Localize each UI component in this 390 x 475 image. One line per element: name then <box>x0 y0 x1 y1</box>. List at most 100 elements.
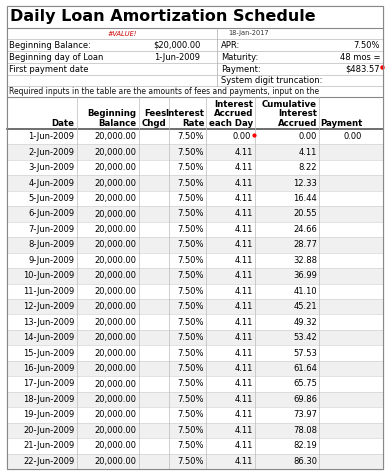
Text: 7.50%: 7.50% <box>178 349 204 358</box>
Text: 4.11: 4.11 <box>235 209 253 218</box>
Text: 21-Jun-2009: 21-Jun-2009 <box>23 441 74 450</box>
Bar <box>7 268 383 284</box>
Text: 7.50%: 7.50% <box>178 148 204 157</box>
Text: 57.53: 57.53 <box>293 349 317 358</box>
Text: 4-Jun-2009: 4-Jun-2009 <box>28 179 74 188</box>
Bar <box>7 253 383 268</box>
Text: 20,000.00: 20,000.00 <box>95 179 136 188</box>
Text: 0.00: 0.00 <box>233 132 251 141</box>
Bar <box>7 75 383 86</box>
Bar <box>7 129 383 144</box>
Text: 4.11: 4.11 <box>235 318 253 327</box>
Text: each Day: each Day <box>209 119 253 128</box>
Bar <box>7 438 383 454</box>
Text: Required inputs in the table are the amounts of fees and payments, input on the: Required inputs in the table are the amo… <box>9 87 319 96</box>
Text: 7-Jun-2009: 7-Jun-2009 <box>28 225 74 234</box>
Text: 4.11: 4.11 <box>235 194 253 203</box>
Bar <box>7 361 383 376</box>
Text: 8.22: 8.22 <box>299 163 317 172</box>
Text: 20,000.00: 20,000.00 <box>95 426 136 435</box>
Text: 4.11: 4.11 <box>235 148 253 157</box>
Text: Payment:: Payment: <box>221 65 261 74</box>
Text: 1-Jun-2009: 1-Jun-2009 <box>28 132 74 141</box>
Text: 4.11: 4.11 <box>235 349 253 358</box>
Text: 4.11: 4.11 <box>235 163 253 172</box>
Text: 4.11: 4.11 <box>235 179 253 188</box>
Text: 20,000.00: 20,000.00 <box>95 271 136 280</box>
Text: 7.50%: 7.50% <box>178 333 204 342</box>
Text: Chgd: Chgd <box>142 119 167 128</box>
Text: 17-Jun-2009: 17-Jun-2009 <box>23 380 74 389</box>
Text: 4.11: 4.11 <box>235 240 253 249</box>
Text: Fees: Fees <box>144 108 167 117</box>
Text: 12.33: 12.33 <box>293 179 317 188</box>
Text: 7.50%: 7.50% <box>178 441 204 450</box>
Bar <box>7 175 383 191</box>
Text: 20,000.00: 20,000.00 <box>95 163 136 172</box>
Text: 7.50%: 7.50% <box>178 364 204 373</box>
Bar <box>7 222 383 237</box>
Text: Cumulative: Cumulative <box>262 100 317 109</box>
Text: 14-Jun-2009: 14-Jun-2009 <box>23 333 74 342</box>
Text: 4.11: 4.11 <box>235 457 253 466</box>
Text: 0.00: 0.00 <box>344 132 362 141</box>
Text: 4.11: 4.11 <box>235 380 253 389</box>
Text: 20,000.00: 20,000.00 <box>95 441 136 450</box>
Text: 4.11: 4.11 <box>235 364 253 373</box>
Text: 20,000.00: 20,000.00 <box>95 302 136 311</box>
Text: 4.11: 4.11 <box>235 225 253 234</box>
Text: Interest: Interest <box>278 108 317 117</box>
Text: 20,000.00: 20,000.00 <box>95 287 136 296</box>
Text: 13-Jun-2009: 13-Jun-2009 <box>23 318 74 327</box>
Text: 20,000.00: 20,000.00 <box>95 380 136 389</box>
Text: 86.30: 86.30 <box>293 457 317 466</box>
Text: Balance: Balance <box>99 119 136 128</box>
Text: 20,000.00: 20,000.00 <box>95 240 136 249</box>
Text: 69.86: 69.86 <box>293 395 317 404</box>
Text: 6-Jun-2009: 6-Jun-2009 <box>28 209 74 218</box>
Text: $20,000.00: $20,000.00 <box>153 40 201 49</box>
Text: 20,000.00: 20,000.00 <box>95 209 136 218</box>
Text: Rate: Rate <box>182 119 204 128</box>
Text: Beginning: Beginning <box>88 108 136 117</box>
Text: 19-Jun-2009: 19-Jun-2009 <box>23 410 74 419</box>
Text: 20-Jun-2009: 20-Jun-2009 <box>23 426 74 435</box>
Text: 4.11: 4.11 <box>235 256 253 265</box>
Text: 0.00: 0.00 <box>299 132 317 141</box>
Text: Interest: Interest <box>214 100 253 109</box>
Text: 20,000.00: 20,000.00 <box>95 132 136 141</box>
Text: 1-Jun-2009: 1-Jun-2009 <box>154 53 200 61</box>
Bar <box>7 206 383 222</box>
Text: 20,000.00: 20,000.00 <box>95 148 136 157</box>
Text: Payment: Payment <box>320 119 362 128</box>
Text: 7.50%: 7.50% <box>178 225 204 234</box>
Text: 65.75: 65.75 <box>293 380 317 389</box>
Text: Accrued: Accrued <box>278 119 317 128</box>
Bar <box>7 86 383 97</box>
Bar <box>7 407 383 423</box>
Text: 82.19: 82.19 <box>293 441 317 450</box>
Text: 53.42: 53.42 <box>293 333 317 342</box>
Bar <box>7 423 383 438</box>
Bar <box>7 28 383 39</box>
Text: 4.11: 4.11 <box>235 441 253 450</box>
Text: 32.88: 32.88 <box>293 256 317 265</box>
Text: 2-Jun-2009: 2-Jun-2009 <box>28 148 74 157</box>
Text: 28.77: 28.77 <box>293 240 317 249</box>
Text: 20,000.00: 20,000.00 <box>95 318 136 327</box>
Text: 7.50%: 7.50% <box>178 179 204 188</box>
Text: 10-Jun-2009: 10-Jun-2009 <box>23 271 74 280</box>
Text: 20.55: 20.55 <box>293 209 317 218</box>
Bar <box>7 314 383 330</box>
Text: 16-Jun-2009: 16-Jun-2009 <box>23 364 74 373</box>
Text: 3-Jun-2009: 3-Jun-2009 <box>28 163 74 172</box>
Text: 48 mos =: 48 mos = <box>340 53 380 61</box>
Text: 7.50%: 7.50% <box>178 132 204 141</box>
Text: 20,000.00: 20,000.00 <box>95 225 136 234</box>
Text: 78.08: 78.08 <box>293 426 317 435</box>
Text: 7.50%: 7.50% <box>178 380 204 389</box>
Bar <box>7 284 383 299</box>
Text: 11-Jun-2009: 11-Jun-2009 <box>23 287 74 296</box>
Text: 7.50%: 7.50% <box>178 287 204 296</box>
Text: #VALUE!: #VALUE! <box>107 30 136 37</box>
